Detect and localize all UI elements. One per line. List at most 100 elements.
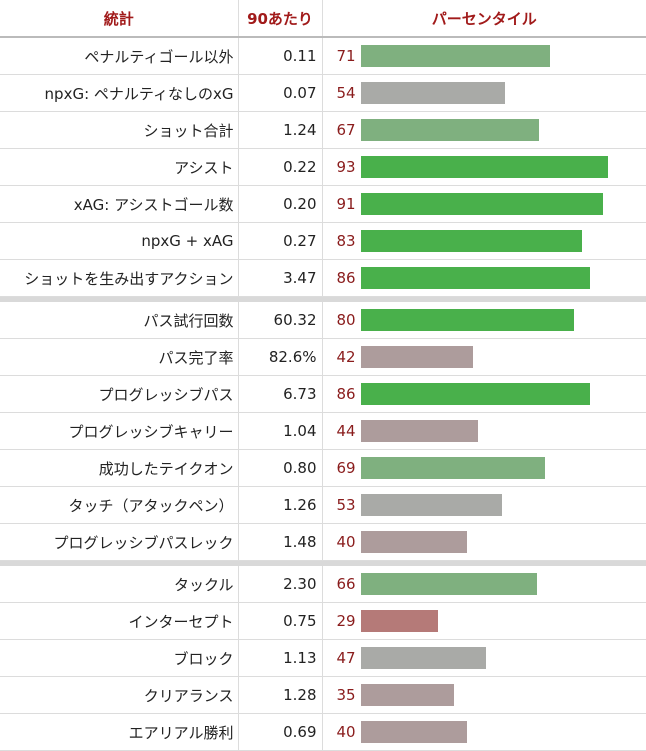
percentile-wrap: 42 (323, 339, 646, 375)
percentile-cell: 91 (322, 186, 646, 223)
per90-value: 6.73 (238, 376, 322, 413)
percentile-bar (361, 309, 574, 331)
per90-value: 0.27 (238, 223, 322, 260)
percentile-bar (361, 457, 545, 479)
stat-label: プログレッシブパスレック (0, 524, 238, 561)
percentile-wrap: 80 (323, 302, 646, 338)
percentile-cell: 42 (322, 339, 646, 376)
percentile-cell: 71 (322, 37, 646, 75)
per90-value: 1.13 (238, 640, 322, 677)
stat-label: クリアランス (0, 677, 238, 714)
percentile-wrap: 86 (323, 376, 646, 412)
percentile-wrap: 83 (323, 223, 646, 259)
per90-value: 1.28 (238, 677, 322, 714)
percentile-wrap: 47 (323, 640, 646, 676)
percentile-bar (361, 420, 478, 442)
percentile-number: 66 (323, 575, 361, 593)
per90-value: 0.80 (238, 450, 322, 487)
per90-value: 0.69 (238, 714, 322, 751)
header-percentile[interactable]: パーセンタイル (322, 0, 646, 37)
per90-value: 82.6% (238, 339, 322, 376)
percentile-wrap: 40 (323, 714, 646, 750)
stat-label: アシスト (0, 149, 238, 186)
percentile-number: 54 (323, 84, 361, 102)
stat-label: ショット合計 (0, 112, 238, 149)
stat-label: パス試行回数 (0, 302, 238, 339)
percentile-number: 71 (323, 47, 361, 65)
percentile-cell: 54 (322, 75, 646, 112)
percentile-wrap: 71 (323, 38, 646, 74)
percentile-wrap: 67 (323, 112, 646, 148)
percentile-bar (361, 721, 467, 743)
percentile-cell: 80 (322, 302, 646, 339)
percentile-bar (361, 156, 608, 178)
stat-label: ブロック (0, 640, 238, 677)
per90-value: 0.07 (238, 75, 322, 112)
percentile-cell: 86 (322, 260, 646, 297)
stat-label: npxG: ペナルティなしのxG (0, 75, 238, 112)
percentile-number: 53 (323, 496, 361, 514)
per90-value: 2.30 (238, 566, 322, 603)
per90-value: 1.04 (238, 413, 322, 450)
per90-value: 60.32 (238, 302, 322, 339)
percentile-bar (361, 684, 454, 706)
percentile-bar (361, 230, 582, 252)
percentile-cell: 83 (322, 223, 646, 260)
percentile-number: 93 (323, 158, 361, 176)
percentile-bar (361, 193, 603, 215)
stat-label: タックル (0, 566, 238, 603)
header-per90[interactable]: 90あたり (238, 0, 322, 37)
percentile-cell: 40 (322, 714, 646, 751)
percentile-number: 86 (323, 385, 361, 403)
stat-label: プログレッシブパス (0, 376, 238, 413)
percentile-wrap: 66 (323, 566, 646, 602)
percentile-bar (361, 383, 590, 405)
percentile-cell: 66 (322, 566, 646, 603)
percentile-wrap: 53 (323, 487, 646, 523)
percentile-number: 83 (323, 232, 361, 250)
percentile-wrap: 44 (323, 413, 646, 449)
percentile-bar (361, 346, 473, 368)
header-stat[interactable]: 統計 (0, 0, 238, 37)
percentile-cell: 35 (322, 677, 646, 714)
per90-value: 1.48 (238, 524, 322, 561)
percentile-bar (361, 610, 438, 632)
percentile-wrap: 29 (323, 603, 646, 639)
stat-label: プログレッシブキャリー (0, 413, 238, 450)
percentile-bar (361, 82, 505, 104)
percentile-bar (361, 267, 590, 289)
percentile-bar (361, 119, 539, 141)
per90-value: 3.47 (238, 260, 322, 297)
per90-value: 1.24 (238, 112, 322, 149)
percentile-cell: 67 (322, 112, 646, 149)
stat-label: xAG: アシストゴール数 (0, 186, 238, 223)
stat-label: 成功したテイクオン (0, 450, 238, 487)
percentile-wrap: 93 (323, 149, 646, 185)
header-row: 統計 90あたり パーセンタイル (0, 0, 646, 37)
stat-label: インターセプト (0, 603, 238, 640)
percentile-number: 44 (323, 422, 361, 440)
percentile-number: 29 (323, 612, 361, 630)
percentile-wrap: 40 (323, 524, 646, 560)
per90-value: 1.26 (238, 487, 322, 524)
percentile-bar (361, 573, 537, 595)
percentile-bar (361, 531, 467, 553)
stat-label: パス完了率 (0, 339, 238, 376)
per90-value: 0.11 (238, 37, 322, 75)
